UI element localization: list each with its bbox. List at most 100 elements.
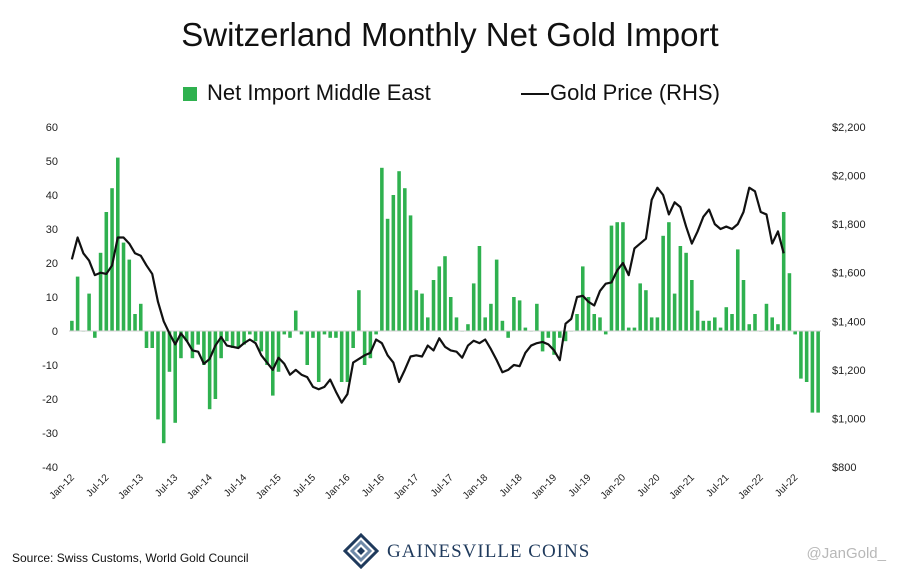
net-import-bar <box>167 331 172 372</box>
net-import-bar <box>672 293 677 331</box>
right-axis-tick-label: $800 <box>832 462 856 474</box>
author-handle: @JanGold_ <box>806 545 886 562</box>
x-axis-tick-label: Jul-19 <box>567 472 594 499</box>
net-import-bar <box>517 300 522 331</box>
net-import-bar <box>259 331 264 352</box>
net-import-bar <box>282 331 287 335</box>
net-import-bar <box>121 242 126 331</box>
net-import-bar <box>322 331 327 335</box>
x-axis-tick-label: Jan-17 <box>392 472 422 502</box>
net-import-bar <box>276 331 281 372</box>
net-import-bar <box>236 331 241 348</box>
right-axis-ticks: $2,200 $2,000 $1,800 $1,600 $1,400 $1,200 $1,0… <box>832 122 866 474</box>
net-import-bar <box>816 331 820 413</box>
net-import-bar <box>437 266 442 331</box>
x-axis-tick-label: Jul-14 <box>222 472 249 499</box>
net-import-bar <box>580 266 585 331</box>
net-import-bar <box>489 303 493 331</box>
x-axis-tick-label: Jul-12 <box>84 472 111 499</box>
net-import-bar <box>649 317 654 331</box>
net-import-bar <box>293 310 298 331</box>
net-import-bar <box>644 290 648 331</box>
left-axis-tick-label: 40 <box>46 190 58 202</box>
left-axis-tick-label: 50 <box>46 156 58 168</box>
net-import-bar <box>764 303 769 331</box>
left-axis-tick-label: -20 <box>42 394 58 406</box>
net-import-bar <box>741 280 746 331</box>
net-import-bar <box>787 273 792 331</box>
net-import-bar <box>110 188 114 331</box>
net-import-bar <box>380 167 384 331</box>
net-import-bar <box>138 303 143 331</box>
net-import-bar <box>242 331 246 345</box>
x-axis-tick-label: Jan-18 <box>461 472 491 502</box>
net-import-bar <box>690 280 694 331</box>
net-import-bar <box>225 331 229 342</box>
net-import-bar <box>339 331 344 382</box>
net-import-bar <box>454 317 459 331</box>
left-axis-tick-label: -30 <box>42 428 58 440</box>
right-axis-tick-label: $1,200 <box>832 365 866 377</box>
net-import-bar <box>328 331 332 338</box>
net-import-bar <box>512 297 516 331</box>
bar-series <box>70 157 820 444</box>
net-import-bar <box>535 303 539 331</box>
left-axis-tick-label: -40 <box>42 462 58 474</box>
net-import-bar <box>575 314 579 331</box>
net-import-bar <box>184 331 189 342</box>
net-import-bar <box>391 195 396 331</box>
net-import-bar <box>334 331 338 338</box>
x-axis-tick-label: Jul-22 <box>773 472 800 499</box>
net-import-bar <box>362 331 367 365</box>
left-axis-ticks: 60 50 40 30 20 10 0 -10 -20 -30 -40 <box>42 122 58 474</box>
legend-swatch-net-import <box>183 87 197 101</box>
net-import-bar <box>523 327 528 331</box>
net-import-bar <box>724 307 729 331</box>
net-import-bar <box>426 317 430 331</box>
chart-title: Switzerland Monthly Net Gold Import <box>181 16 719 53</box>
net-import-bar <box>747 324 752 331</box>
net-import-bar <box>150 331 155 348</box>
net-import-bar <box>776 324 780 331</box>
gainesville-coins-logo: GAINESVILLE COINS <box>343 533 603 569</box>
net-import-bar <box>397 171 401 331</box>
net-import-bar <box>248 331 252 335</box>
net-import-bar <box>632 327 637 331</box>
net-import-bar <box>288 331 292 338</box>
x-axis-tick-label: Jan-15 <box>254 472 284 502</box>
net-import-bar <box>655 317 660 331</box>
net-import-bar <box>179 331 183 359</box>
net-import-bar <box>196 331 200 345</box>
left-axis-tick-label: 10 <box>46 292 58 304</box>
x-axis-tick-label: Jan-12 <box>48 472 78 502</box>
left-axis-tick-label: 30 <box>46 224 58 236</box>
net-import-bar <box>156 331 160 420</box>
net-import-bar <box>506 331 510 338</box>
net-import-bar <box>466 324 470 331</box>
net-import-bar <box>586 297 591 331</box>
net-import-bar <box>563 331 568 342</box>
net-import-bar <box>265 331 269 365</box>
net-import-bar <box>730 314 734 331</box>
net-import-bar <box>133 314 137 331</box>
logo-text: GAINESVILLE COINS <box>387 541 591 562</box>
net-import-bar <box>70 320 74 331</box>
x-axis-tick-label: Jul-20 <box>635 472 662 499</box>
gainesville-coins-logo-icon <box>343 533 379 569</box>
net-import-bar <box>351 331 355 348</box>
net-import-bar <box>621 222 625 331</box>
x-axis-tick-label: Jul-16 <box>360 472 387 499</box>
net-import-bar <box>190 331 195 359</box>
right-axis-tick-label: $1,400 <box>832 316 866 328</box>
left-axis-tick-label: -10 <box>42 360 58 372</box>
x-axis-tick-label: Jan-16 <box>323 472 353 502</box>
net-import-bar <box>638 283 642 331</box>
net-import-bar <box>368 331 373 359</box>
net-import-bar <box>707 320 711 331</box>
net-import-bar <box>431 280 436 331</box>
chart-legend: Net Import Middle East Gold Price (RHS) <box>0 78 900 108</box>
net-import-bar <box>695 310 700 331</box>
x-axis-tick-label: Jul-17 <box>429 472 456 499</box>
net-import-bar <box>546 331 551 338</box>
